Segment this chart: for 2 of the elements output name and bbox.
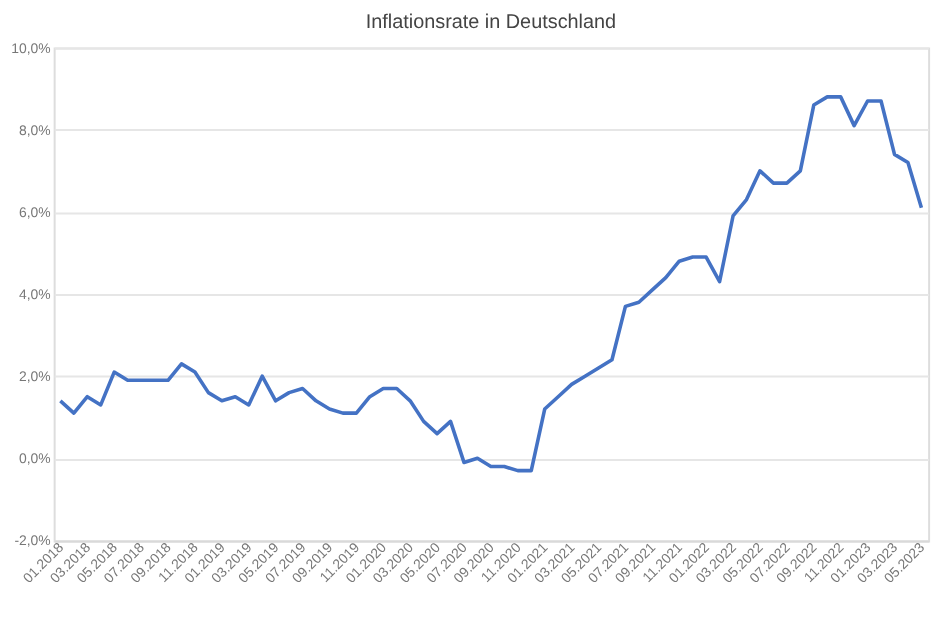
line-series <box>58 95 924 473</box>
chart-title: Inflationsrate in Deutschland <box>365 11 617 34</box>
